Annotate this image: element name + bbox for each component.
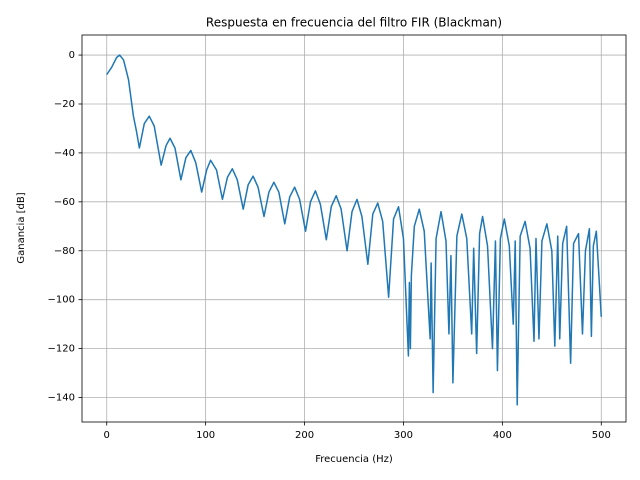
y-tick-label: −140 (48, 393, 75, 404)
x-axis-label: Frecuencia (Hz) (315, 454, 393, 465)
y-tick-label: 0 (69, 50, 75, 61)
x-tick-label: 500 (592, 430, 611, 441)
y-tick-label: −60 (54, 197, 75, 208)
chart-title: Respuesta en frecuencia del filtro FIR (… (206, 16, 502, 30)
x-tick-label: 200 (295, 430, 314, 441)
y-tick-label: −100 (48, 295, 75, 306)
y-tick-label: −120 (48, 344, 75, 355)
y-tick-label: −80 (54, 246, 75, 257)
x-tick-label: 400 (493, 430, 512, 441)
y-axis-label: Ganancia [dB] (16, 192, 27, 263)
x-tick-label: 300 (394, 430, 413, 441)
line-series (106, 54, 603, 406)
x-tick-label: 0 (104, 430, 110, 441)
axes-frame (81, 34, 627, 423)
x-tick-label: 100 (196, 430, 215, 441)
y-tick-label: −20 (54, 99, 75, 110)
y-tick-label: −40 (54, 148, 75, 159)
